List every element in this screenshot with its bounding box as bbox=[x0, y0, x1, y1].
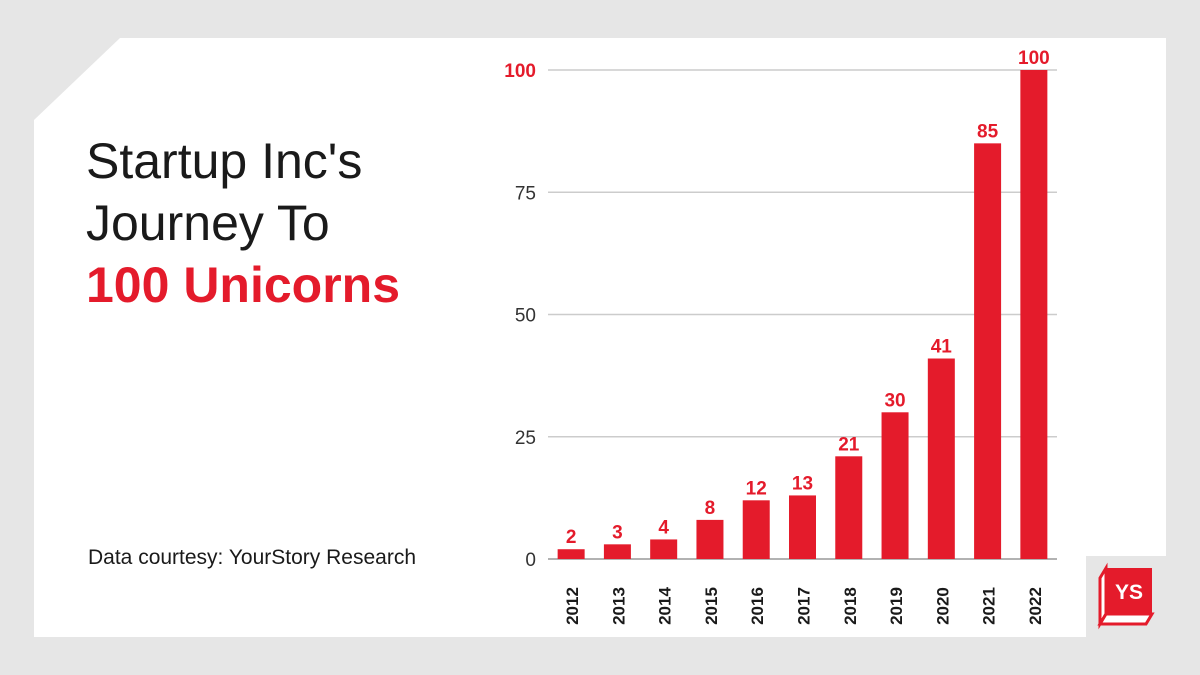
x-tick-label-2015: 2015 bbox=[702, 587, 721, 625]
y-tick-label: 75 bbox=[515, 183, 536, 204]
x-tick-label-2020: 2020 bbox=[933, 587, 952, 625]
data-label-2014: 4 bbox=[658, 517, 669, 538]
x-tick-label-2013: 2013 bbox=[609, 587, 628, 625]
x-tick-label-2019: 2019 bbox=[887, 587, 906, 625]
bar-2014 bbox=[650, 539, 678, 559]
x-tick-label-2017: 2017 bbox=[795, 587, 814, 625]
y-tick-label: 50 bbox=[515, 306, 536, 327]
data-label-2015: 8 bbox=[705, 498, 716, 519]
data-label-2020: 41 bbox=[931, 337, 953, 358]
data-label-2017: 13 bbox=[792, 473, 813, 494]
bar-2019 bbox=[881, 412, 909, 559]
title-line-2: Journey To bbox=[86, 195, 330, 251]
bar-2012 bbox=[557, 549, 585, 559]
x-tick-label-2018: 2018 bbox=[841, 587, 860, 625]
title-line-3: 100 Unicorns bbox=[86, 257, 401, 313]
bar-2016 bbox=[742, 500, 770, 559]
x-tick-label-2016: 2016 bbox=[748, 587, 767, 625]
logo-badge: YS bbox=[1086, 556, 1166, 637]
title-line-1: Startup Inc's bbox=[86, 133, 363, 189]
data-label-2013: 3 bbox=[612, 522, 623, 543]
bar-2020 bbox=[927, 358, 955, 559]
bar-2021 bbox=[974, 143, 1002, 559]
bar-2015 bbox=[696, 519, 724, 559]
data-label-2022: 100 bbox=[1018, 48, 1050, 69]
bar-2018 bbox=[835, 456, 863, 559]
x-tick-label-2012: 2012 bbox=[563, 587, 582, 625]
x-tick-label-2022: 2022 bbox=[1026, 587, 1045, 625]
bar-2022 bbox=[1020, 70, 1048, 559]
bar-2017 bbox=[789, 495, 816, 559]
x-tick-label-2021: 2021 bbox=[980, 587, 999, 625]
y-tick-label: 0 bbox=[525, 550, 536, 571]
data-label-2016: 12 bbox=[746, 478, 767, 499]
x-tick-label-2014: 2014 bbox=[656, 587, 675, 625]
data-label-2012: 2 bbox=[566, 527, 577, 548]
y-tick-label: 100 bbox=[504, 61, 536, 82]
y-tick-label: 25 bbox=[515, 428, 536, 449]
data-label-2018: 21 bbox=[838, 434, 860, 455]
page-title: Startup Inc's Journey To 100 Unicorns bbox=[86, 130, 400, 316]
data-label-2021: 85 bbox=[977, 121, 999, 142]
yourstory-cube-logo-icon: YS bbox=[1097, 562, 1155, 630]
data-label-2019: 30 bbox=[884, 390, 905, 411]
data-credit: Data courtesy: YourStory Research bbox=[88, 546, 417, 569]
bar-2013 bbox=[603, 544, 631, 559]
logo-text: YS bbox=[1115, 581, 1143, 604]
